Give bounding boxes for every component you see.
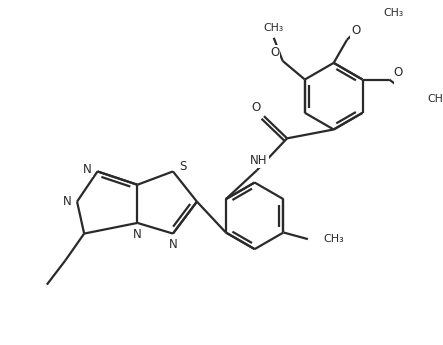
Text: S: S — [179, 160, 187, 174]
Text: N: N — [83, 163, 92, 176]
Text: CH₃: CH₃ — [264, 23, 284, 33]
Text: N: N — [63, 195, 72, 208]
Text: CH₃: CH₃ — [384, 8, 404, 18]
Text: N: N — [133, 227, 142, 240]
Text: N: N — [169, 238, 177, 251]
Text: NH: NH — [250, 154, 268, 167]
Text: CH₃: CH₃ — [323, 234, 344, 244]
Text: CH₃: CH₃ — [428, 93, 443, 104]
Text: O: O — [393, 66, 403, 79]
Text: O: O — [351, 24, 361, 37]
Text: O: O — [270, 46, 279, 59]
Text: O: O — [251, 101, 260, 114]
